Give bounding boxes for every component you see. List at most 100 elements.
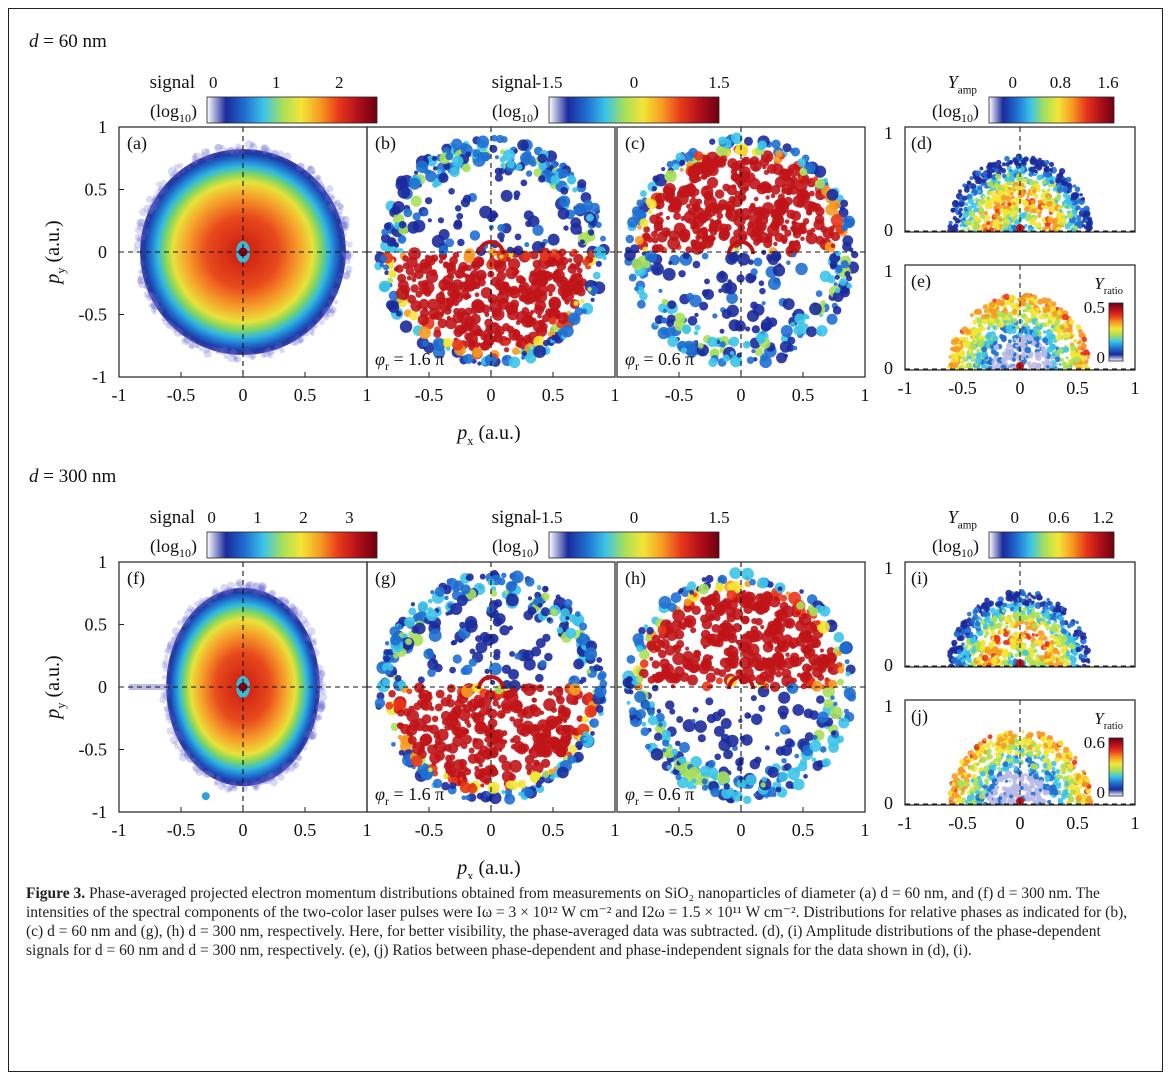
speckle (987, 322, 994, 328)
speckle (390, 722, 399, 732)
speckle (713, 725, 725, 737)
speckle (459, 621, 466, 629)
speckle (813, 176, 818, 182)
edge-dot (193, 765, 202, 774)
speckle (664, 326, 676, 339)
speckle (676, 716, 684, 724)
speckle (779, 724, 790, 735)
edge-dot (249, 141, 256, 148)
speckle (770, 220, 780, 231)
edge-dot (149, 203, 155, 210)
speckle (1055, 346, 1059, 350)
speckle (1041, 189, 1045, 193)
speckle (472, 149, 481, 158)
speckle (567, 613, 577, 623)
speckle (751, 325, 760, 334)
speckle (719, 623, 724, 629)
edge-dot (339, 222, 346, 229)
x-tick-label: 0 (239, 820, 248, 840)
speckle (1007, 339, 1013, 344)
speckle (1045, 627, 1049, 631)
speckle (1025, 302, 1032, 310)
speckle (527, 596, 533, 601)
speckle (483, 633, 495, 646)
y-axis-label: py (a.u.) (42, 655, 68, 720)
speckle (1065, 204, 1069, 209)
speckle (816, 695, 825, 704)
speckle (593, 664, 601, 672)
speckle (529, 344, 534, 350)
x-tick-label: -0.5 (167, 385, 196, 405)
speckle (524, 754, 535, 765)
speckle (787, 336, 796, 345)
edge-dot (243, 782, 249, 788)
speckle (440, 285, 446, 292)
speckle (781, 757, 787, 764)
speckle (1028, 353, 1034, 359)
speckle (796, 601, 805, 610)
edge-dot (318, 185, 326, 192)
edge-dot (145, 216, 151, 221)
edge-dot (192, 158, 198, 164)
speckle (773, 651, 785, 663)
speckle (670, 684, 675, 689)
speckle (982, 304, 988, 310)
speckle (388, 301, 400, 313)
edge-dot (339, 221, 347, 230)
speckle (642, 232, 651, 241)
speckle (636, 299, 646, 309)
edge-dot (186, 756, 194, 763)
edge-dot (281, 762, 291, 772)
edge-dot (174, 632, 180, 639)
speckle (1035, 325, 1040, 330)
speckle (760, 625, 765, 630)
edge-dot (166, 641, 175, 650)
speckle (723, 665, 732, 673)
y-tick-label: -1 (92, 802, 107, 822)
speckle (1003, 184, 1009, 190)
speckle (423, 692, 433, 702)
edge-dot (288, 607, 295, 614)
speckle (698, 583, 710, 595)
panel-h: (h)φr = 0.6 π-0.5 0 0.5 1 (616, 561, 870, 840)
speckle (1033, 193, 1039, 200)
speckle (666, 319, 675, 328)
small-y-tick-label: 0 (884, 358, 893, 378)
edge-dot (319, 687, 327, 695)
speckle (961, 361, 965, 365)
speckle (494, 260, 507, 273)
panel-content (374, 569, 608, 805)
speckle (1050, 330, 1054, 334)
edge-dot (279, 596, 286, 602)
edge-dot (133, 241, 142, 249)
speckle (656, 225, 663, 231)
edge-dot (302, 745, 308, 751)
speckle (752, 165, 759, 172)
speckle (513, 149, 518, 154)
speckle (981, 318, 989, 325)
edge-dot (262, 349, 270, 358)
speckle (699, 765, 711, 777)
edge-dot (157, 185, 164, 192)
speckle (649, 656, 654, 661)
edge-dot (293, 611, 298, 617)
speckle (743, 633, 750, 640)
speckle (720, 227, 729, 237)
speckle (714, 189, 725, 199)
speckle (981, 346, 988, 353)
speckle (639, 649, 650, 660)
edge-dot (173, 164, 180, 170)
speckle (642, 260, 651, 269)
edge-dot (167, 640, 174, 647)
edge-dot (248, 352, 257, 360)
speckle (441, 718, 449, 726)
edge-dot (301, 620, 310, 629)
edge-dot (269, 777, 279, 787)
speckle (749, 758, 761, 770)
speckle (983, 341, 988, 345)
speckle (1018, 189, 1026, 197)
speckle (983, 219, 988, 224)
speckle (438, 245, 449, 256)
edge-dot (234, 147, 240, 153)
x-tick-label: 1 (611, 820, 620, 840)
